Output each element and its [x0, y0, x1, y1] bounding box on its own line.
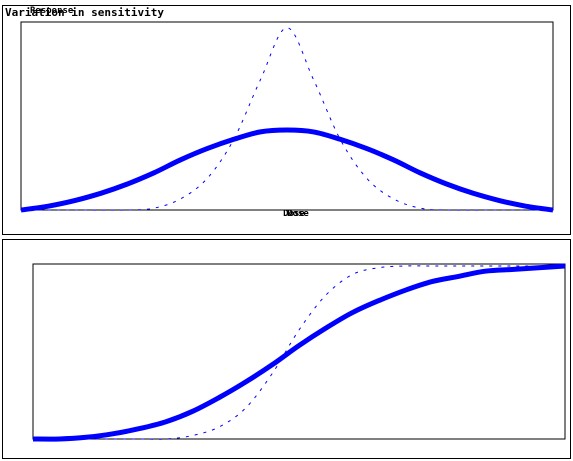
response-plot-frame [32, 263, 566, 440]
response-solid-series-line [32, 263, 566, 442]
response-dotted-series-line [33, 265, 565, 440]
response-chart-title: Response [30, 6, 74, 16]
sensitivity-dotted-series-line [20, 27, 553, 211]
sensitivity-chart-title: Variation in sensitivity [5, 6, 164, 19]
response-panel [2, 239, 571, 459]
sensitivity-solid-series-line [20, 127, 554, 213]
response-x-axis-label: Dose [287, 209, 309, 219]
sensitivity-plot-frame [20, 21, 554, 211]
sensitivity-x-axis-label: Dose [283, 209, 305, 219]
